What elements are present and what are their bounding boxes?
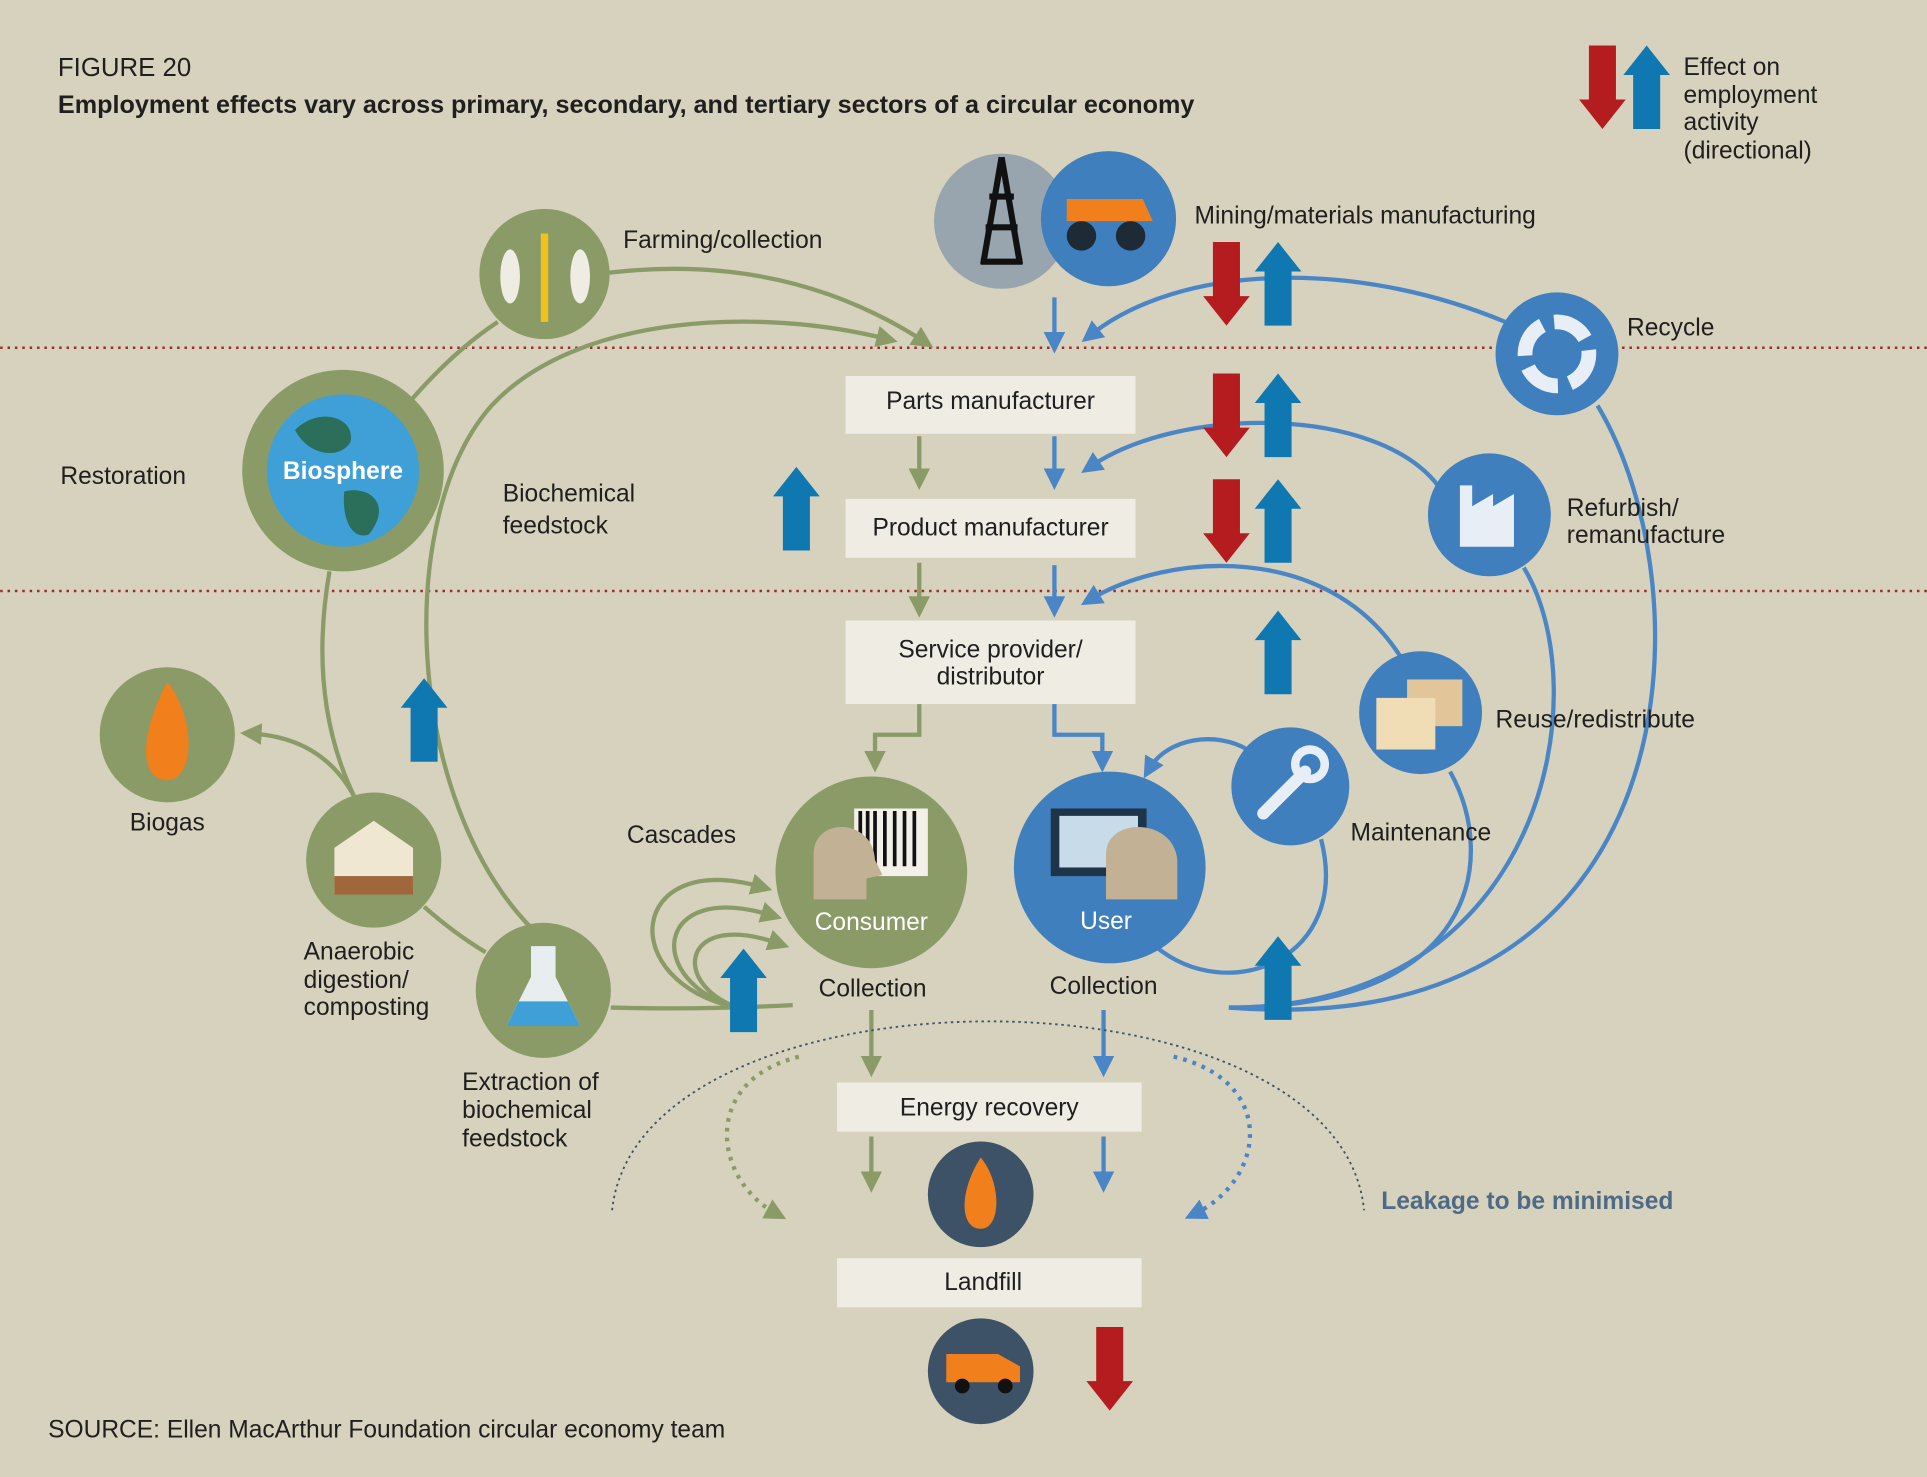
box-label: Product manufacturer xyxy=(872,515,1108,542)
reuse-icon xyxy=(1359,651,1482,774)
diagram: FIGURE 20 Employment effects vary across… xyxy=(0,0,1927,1472)
source-note: SOURCE: Ellen MacArthur Foundation circu… xyxy=(48,1417,725,1444)
node-label: Cascades xyxy=(627,822,736,849)
shape xyxy=(1067,221,1096,250)
shape xyxy=(570,249,590,303)
refurbish-icon xyxy=(1428,453,1551,576)
node-label: Reuse/redistribute xyxy=(1496,706,1695,733)
figure-label: FIGURE 20 xyxy=(58,54,191,82)
composting-icon xyxy=(306,793,441,928)
shape xyxy=(500,249,520,303)
node-label: Maintenance xyxy=(1351,819,1492,846)
consumer-label: Consumer xyxy=(815,909,928,936)
node-label: feedstock xyxy=(462,1125,568,1152)
node-label: Biochemical xyxy=(503,480,635,507)
shape xyxy=(334,876,413,894)
shape xyxy=(998,1379,1013,1394)
leakage-label: Leakage to be minimised xyxy=(1381,1188,1673,1215)
box-label: Service provider/ xyxy=(898,636,1082,663)
node-label: Farming/collection xyxy=(623,227,822,254)
node-label: Extraction of xyxy=(462,1069,599,1096)
node-label: Anaerobic xyxy=(304,939,415,966)
node-label: digestion/ xyxy=(304,967,409,994)
node-label: feedstock xyxy=(503,512,609,539)
shape xyxy=(1067,199,1153,221)
biosphere-icon: Biosphere xyxy=(242,370,444,572)
shape xyxy=(1496,292,1619,415)
box-label: Parts manufacturer xyxy=(886,388,1095,415)
legend-text: employment xyxy=(1684,82,1818,109)
shape xyxy=(1376,698,1435,750)
legend-text: activity xyxy=(1684,109,1760,136)
box-label: Energy recovery xyxy=(900,1095,1080,1122)
user-label: User xyxy=(1080,908,1132,935)
consumer-icon: Consumer xyxy=(776,777,968,969)
legend-text: (directional) xyxy=(1684,138,1812,165)
extraction-icon xyxy=(476,923,611,1058)
biogas-icon xyxy=(100,667,235,802)
node-label: remanufacture xyxy=(1567,522,1725,549)
box-label: distributor xyxy=(937,663,1045,690)
legend-text: Effect on xyxy=(1684,54,1781,81)
node-label: Collection xyxy=(819,975,927,1002)
farming-icon xyxy=(479,209,609,339)
maintenance-icon xyxy=(1231,727,1349,845)
biosphere-label: Biosphere xyxy=(283,458,403,485)
shape xyxy=(1106,827,1177,899)
page: { "header": { "figure": "FIGURE 20", "ti… xyxy=(0,0,1927,1472)
node-label: Refurbish/ xyxy=(1567,495,1679,522)
shape xyxy=(955,1379,970,1394)
box-label: Landfill xyxy=(944,1269,1022,1296)
recycle-icon xyxy=(1496,292,1619,415)
node-label: Recycle xyxy=(1627,314,1714,341)
node-label: Mining/materials manufacturing xyxy=(1194,203,1535,230)
node-label: biochemical xyxy=(462,1097,592,1124)
node-label: composting xyxy=(304,994,430,1021)
figure-title: Employment effects vary across primary, … xyxy=(58,91,1194,119)
shape xyxy=(506,1001,580,1026)
node-label: Collection xyxy=(1050,973,1158,1000)
user-icon: User xyxy=(1014,772,1206,964)
landfill-icon xyxy=(928,1318,1034,1424)
shape xyxy=(1116,221,1145,250)
node-label: Restoration xyxy=(60,463,186,490)
energy-icon xyxy=(928,1141,1034,1247)
node-label: Biogas xyxy=(130,810,205,837)
